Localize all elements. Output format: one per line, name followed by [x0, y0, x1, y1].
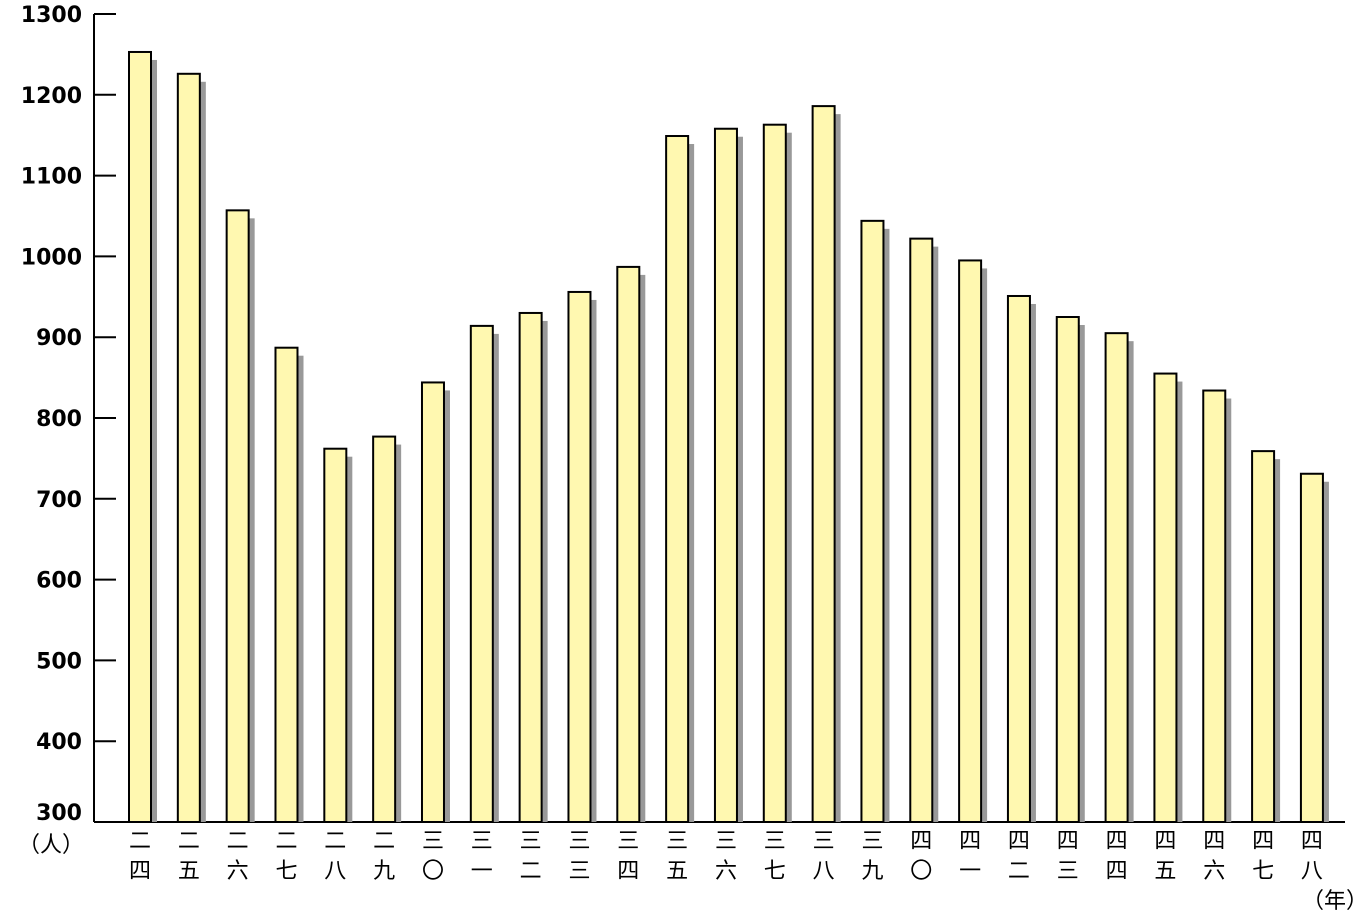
x-tick-label: 三: [520, 829, 542, 854]
x-tick-label: 二: [520, 859, 542, 884]
x-tick-label: 三: [861, 829, 883, 854]
x-tick-label: 二: [178, 829, 200, 854]
bar: [909, 237, 934, 823]
x-tick-label: 六: [1203, 859, 1225, 884]
x-tick-label: 四: [1203, 829, 1225, 854]
x-tick-label: 一: [959, 859, 981, 884]
x-tick-label: 五: [178, 859, 200, 884]
x-tick-label: 三: [813, 829, 835, 854]
x-tick-label: 〇: [910, 859, 932, 884]
x-tick-label: 三: [568, 829, 590, 854]
x-tick-label: 八: [324, 859, 346, 884]
x-tick-label: 三: [422, 829, 444, 854]
bar: [713, 127, 738, 823]
x-tick-label: 四: [959, 829, 981, 854]
bar: [372, 435, 397, 823]
x-tick-label: 九: [861, 859, 883, 884]
y-tick-label: 1300: [21, 3, 82, 28]
y-tick-label: 700: [36, 488, 82, 513]
x-tick-label: 二: [373, 829, 395, 854]
bar: [225, 209, 250, 823]
x-tick-label: 一: [471, 859, 493, 884]
bar: [811, 105, 836, 823]
x-tick-label: 四: [129, 859, 151, 884]
x-tick-label: 二: [227, 829, 249, 854]
x-tick-label: 七: [275, 859, 297, 884]
x-tick-group: 二四二五二六二七二八二九三〇三一三二三三三四三五三六三七三八三九四〇四一四二四三…: [129, 829, 1323, 884]
bar: [176, 72, 201, 824]
x-unit-label: （年）: [1302, 889, 1354, 914]
x-tick-label: 四: [1057, 829, 1079, 854]
x-tick-label: 四: [1154, 829, 1176, 854]
x-tick-label: 三: [764, 829, 786, 854]
x-tick-label: 〇: [422, 859, 444, 884]
y-tick-label: 900: [36, 326, 82, 351]
bar: [1251, 450, 1276, 823]
x-tick-label: 三: [617, 829, 639, 854]
x-tick-label: 九: [373, 859, 395, 884]
bar: [567, 290, 592, 823]
y-tick-label: 300: [36, 801, 82, 826]
bar: [665, 135, 690, 823]
y-tick-label: 800: [36, 407, 82, 432]
bar: [1202, 389, 1227, 823]
x-tick-label: 四: [1008, 829, 1030, 854]
x-tick-label: 八: [813, 859, 835, 884]
x-tick-label: 七: [1252, 859, 1274, 884]
bar: [616, 265, 641, 823]
bar: [274, 346, 299, 823]
bar: [420, 381, 445, 823]
bar: [518, 311, 543, 823]
x-tick-label: 六: [227, 859, 249, 884]
bar: [860, 219, 885, 823]
x-tick-label: 二: [1008, 859, 1030, 884]
x-tick-label: 四: [1301, 829, 1323, 854]
x-tick-label: 四: [910, 829, 932, 854]
bar: [1055, 316, 1080, 823]
x-tick-label: 二: [324, 829, 346, 854]
bar: [958, 259, 983, 823]
bar: [1299, 472, 1324, 823]
x-tick-label: 三: [666, 829, 688, 854]
x-tick-label: 三: [1057, 859, 1079, 884]
x-tick-label: 五: [1154, 859, 1176, 884]
y-tick-label: 1100: [21, 165, 82, 190]
x-tick-label: 四: [1252, 829, 1274, 854]
y-tick-label: 400: [36, 730, 82, 755]
x-tick-label: 五: [666, 859, 688, 884]
bar: [469, 324, 494, 823]
x-tick-label: 四: [1106, 829, 1128, 854]
x-tick-label: 四: [617, 859, 639, 884]
x-tick-label: 七: [764, 859, 786, 884]
bar: [1153, 372, 1178, 823]
y-unit-label: （人）: [18, 833, 84, 858]
x-tick-label: 六: [715, 859, 737, 884]
x-tick-label: 八: [1301, 859, 1323, 884]
y-tick-label: 1200: [21, 84, 82, 109]
bar: [1006, 294, 1031, 823]
bar: [1104, 332, 1129, 823]
bar: [323, 447, 348, 823]
x-tick-label: 四: [1106, 859, 1128, 884]
x-tick-label: 三: [471, 829, 493, 854]
bar: [762, 123, 787, 824]
bar-group: [128, 50, 1324, 824]
y-tick-group: 300 400 500 600 700 800 900 1000 1100 1200 1300: [21, 3, 116, 826]
x-tick-label: 三: [568, 859, 590, 884]
bar: [128, 50, 152, 823]
y-tick-label: 600: [36, 569, 82, 594]
y-tick-label: 1000: [21, 245, 82, 270]
x-tick-label: 三: [715, 829, 737, 854]
y-tick-label: 500: [36, 649, 82, 674]
x-tick-label: 二: [129, 829, 151, 854]
x-tick-label: 二: [275, 829, 297, 854]
